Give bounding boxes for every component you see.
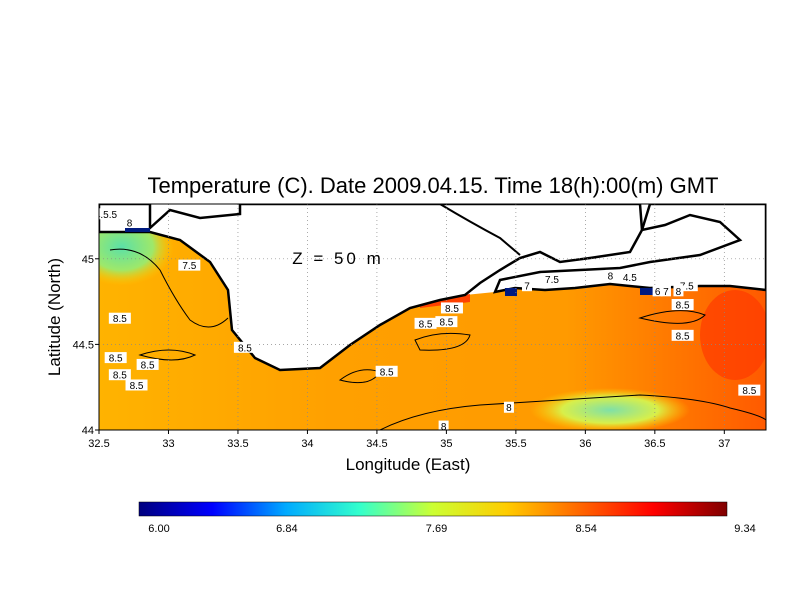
plot-area: 4.5.587.58.58.58.58.58.58.58.58.5 8.58.57… [95,204,766,433]
contour-label: 8.5 [439,318,453,329]
contour-label: 8.5 [676,331,690,342]
y-tick-label: 45 [82,254,94,266]
contour-label-bg [652,285,663,297]
contour-label-bg [108,312,131,324]
x-tick-label: 32.5 [88,438,109,450]
contour-label: 8.5 [419,319,433,330]
y-axis-label: Latitude (North) [45,258,64,376]
dark-blue-cell [125,228,150,232]
contour-label: 4.5.5 [95,210,118,221]
contour-line [379,394,766,430]
x-tick-label: 37 [718,438,730,450]
depth-annotation: Z = 50 m [292,249,384,268]
contour-label: 6 [655,287,661,298]
contour-label-bg [521,280,532,292]
x-tick-label: 35 [440,438,452,450]
contour-label-bg [660,285,671,297]
contour-label-bg [233,341,256,353]
colorbar-tick-label: 6.84 [276,523,297,535]
contour-label-bg [541,273,564,285]
colorbar [138,501,728,517]
contour-label-bg [178,259,201,271]
contour-label: 8.5 [130,381,144,392]
contour-label: 7 [524,282,530,293]
contour-label: 8.5 [742,386,756,397]
contour-labels: 4.5.587.58.58.58.58.58.58.58.58.5 8.58.57… [95,208,761,433]
contour-label-bg [108,369,131,381]
contour-label: 8 [676,287,682,298]
contour-label-bg [671,329,694,341]
contour-label-bg [414,317,437,329]
y-tick-label: 44 [82,425,94,437]
contour-label: 8 [441,422,447,433]
x-tick-label: 36 [579,438,591,450]
contour-label-bg [99,208,123,220]
contour-label-bg [375,365,398,377]
contour-label-bg [675,280,698,292]
contour-label-bg [738,384,761,396]
contour-label: 8.5 [676,301,690,312]
contour-label: 4.5 [623,273,637,284]
contour-label: 8 [127,218,133,229]
contour-label-bg [124,216,135,228]
contour-label: 8.5 [113,371,127,382]
inland-coast-outline [439,204,521,256]
cool-southern-water [530,388,690,430]
contour-label: 7 [663,287,669,298]
contour-line [109,248,229,328]
contour-label-bg [503,401,514,413]
contour-label: 8.5 [380,367,394,378]
contour-label-bg [435,316,458,328]
contour-line [138,349,197,361]
contour-label: 8.5 [109,354,123,365]
contour-label: 8.5 [141,360,155,371]
colorbar-ticks: 6.00 6.84 7.69 8.54 9.34 [148,523,755,535]
y-axis-ticks: 44 44.5 45 [73,254,99,437]
colorbar-tick-label: 9.34 [734,523,755,535]
contour-line [638,310,706,324]
contour-line [414,332,471,351]
x-axis-ticks: 32.5 33 33.5 34 34.5 35 35.5 36 36.5 37 [88,430,730,450]
contour-label: 7.5 [680,282,694,293]
x-tick-label: 33.5 [227,438,248,450]
warm-eastern-water [700,290,766,380]
dark-blue-cell [505,288,517,296]
x-tick-label: 34 [301,438,313,450]
contour-label: 7.5 [182,261,196,272]
x-axis-label: Longitude (East) [346,455,471,474]
chart-title: Temperature (C). Date 2009.04.15. Time 1… [148,173,719,198]
contour-label-bg [673,285,684,297]
colorbar-tick-label: 6.00 [148,523,169,535]
colorbar-tick-label: 8.54 [575,523,596,535]
plot-frame [98,203,767,431]
contour-label-bg [136,358,159,370]
contour-label: 8 [608,271,614,282]
contour-label-bg [440,302,463,314]
contour-label-bg [671,299,694,311]
x-tick-label: 34.5 [366,438,387,450]
contour-label: 7.5 [545,275,559,286]
contour-label: 8.5 [445,304,459,315]
contour-label: 8.5 [238,343,252,354]
x-tick-label: 33 [162,438,174,450]
contour-label-bg [104,352,127,364]
x-tick-label: 36.5 [644,438,665,450]
colorbar-tick-label: 7.69 [426,523,447,535]
contour-label: 8.5 [113,314,127,325]
crimea-land [99,204,644,372]
y-tick-label: 44.5 [73,339,94,351]
contour-label: 8 [506,403,512,414]
contour-label-bg [618,271,641,283]
contour-label-bg [125,379,148,391]
x-tick-label: 35.5 [505,438,526,450]
contour-label-bg [438,420,449,430]
kerch-land [492,204,766,294]
contour-label-bg [605,269,616,281]
sea-temperature-field [99,232,766,430]
